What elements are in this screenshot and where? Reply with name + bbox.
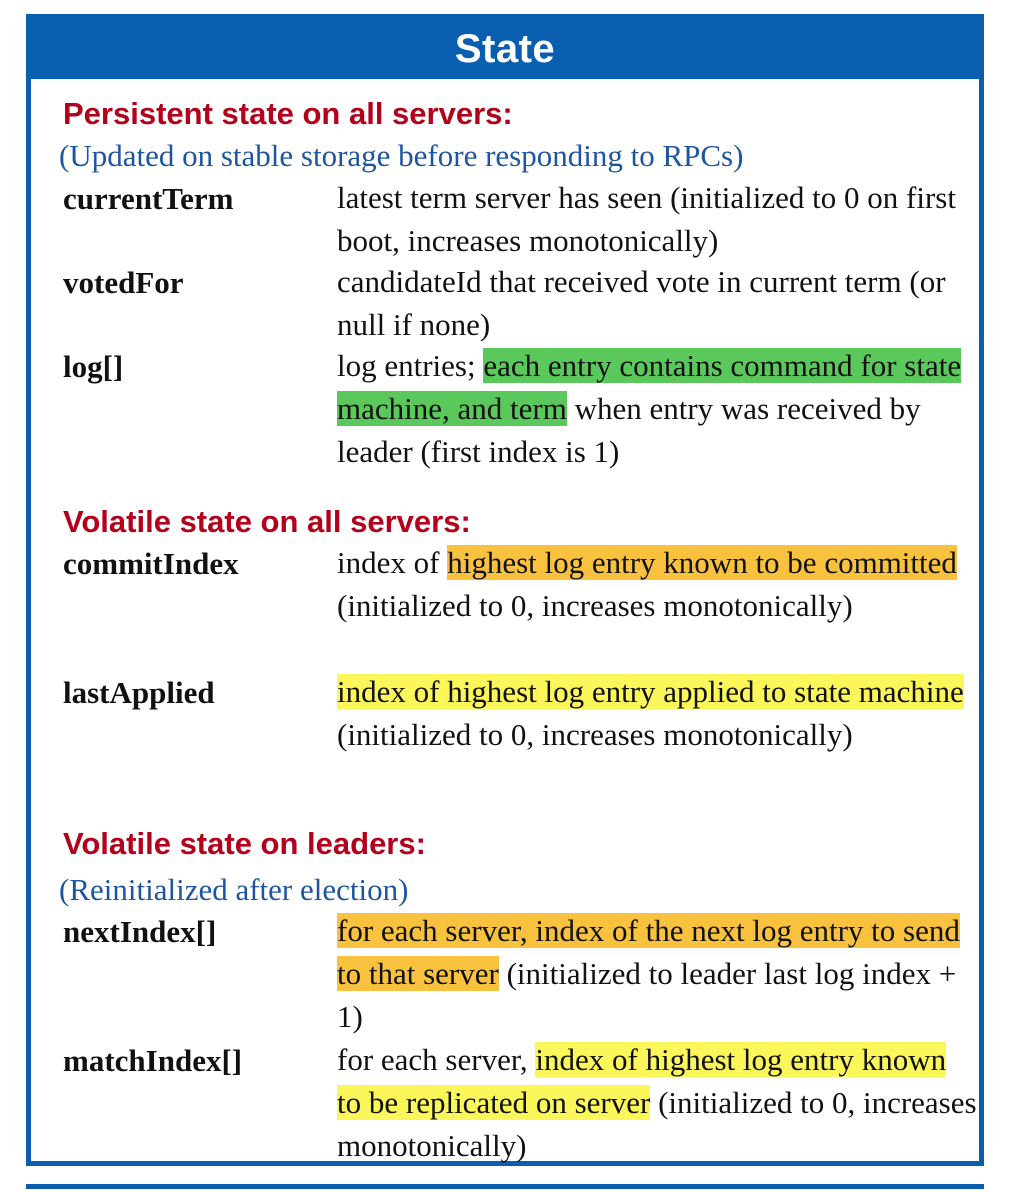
section-note-leaders: (Reinitialized after election) [59,872,409,907]
description-text: latest term server has seen (initialized… [337,180,956,258]
state-card: State Persistent state on all servers: (… [26,14,984,1166]
field-desc-log: log entries; each entry contains command… [337,344,977,473]
card-title: State [31,19,979,79]
section-heading-volatile-all: Volatile state on all servers: [63,504,471,539]
field-name-lastApplied: lastApplied [63,675,215,710]
description-text: (initialized to 0, increases monotonical… [337,717,853,752]
next-card-edge [26,1184,984,1190]
field-name-currentTerm: currentTerm [63,181,234,216]
description-text: for each server, [337,1042,536,1077]
field-name-votedFor: votedFor [63,265,184,300]
field-desc-nextIndex: for each server, index of the next log e… [337,909,977,1038]
section-note-persistent: (Updated on stable storage before respon… [59,138,744,173]
section-heading-volatile-leaders: Volatile state on leaders: [63,826,426,861]
field-desc-votedFor: candidateId that received vote in curren… [337,260,977,346]
field-desc-currentTerm: latest term server has seen (initialized… [337,176,977,262]
highlighted-text: index of highest log entry applied to st… [337,674,964,709]
field-desc-lastApplied: index of highest log entry applied to st… [337,670,977,756]
section-heading-persistent: Persistent state on all servers: [63,96,513,131]
description-text: log entries; [337,348,484,383]
field-name-commitIndex: commitIndex [63,546,239,581]
field-desc-commitIndex: index of highest log entry known to be c… [337,541,977,627]
description-text: (initialized to 0, increases monotonical… [337,1085,977,1163]
field-name-log: log[] [63,349,124,384]
highlighted-text: highest log entry known to be committed [447,545,957,580]
field-name-nextIndex: nextIndex[] [63,914,217,949]
description-text: candidateId that received vote in curren… [337,264,946,342]
description-text: (initialized to 0, increases monotonical… [337,588,853,623]
description-text: index of [337,545,448,580]
description-text: (initialized to leader last log index + … [337,956,957,1034]
field-name-matchIndex: matchIndex[] [63,1043,243,1078]
description-text: when entry was received by leader (first… [337,391,921,469]
field-desc-matchIndex: for each server, index of highest log en… [337,1038,977,1167]
